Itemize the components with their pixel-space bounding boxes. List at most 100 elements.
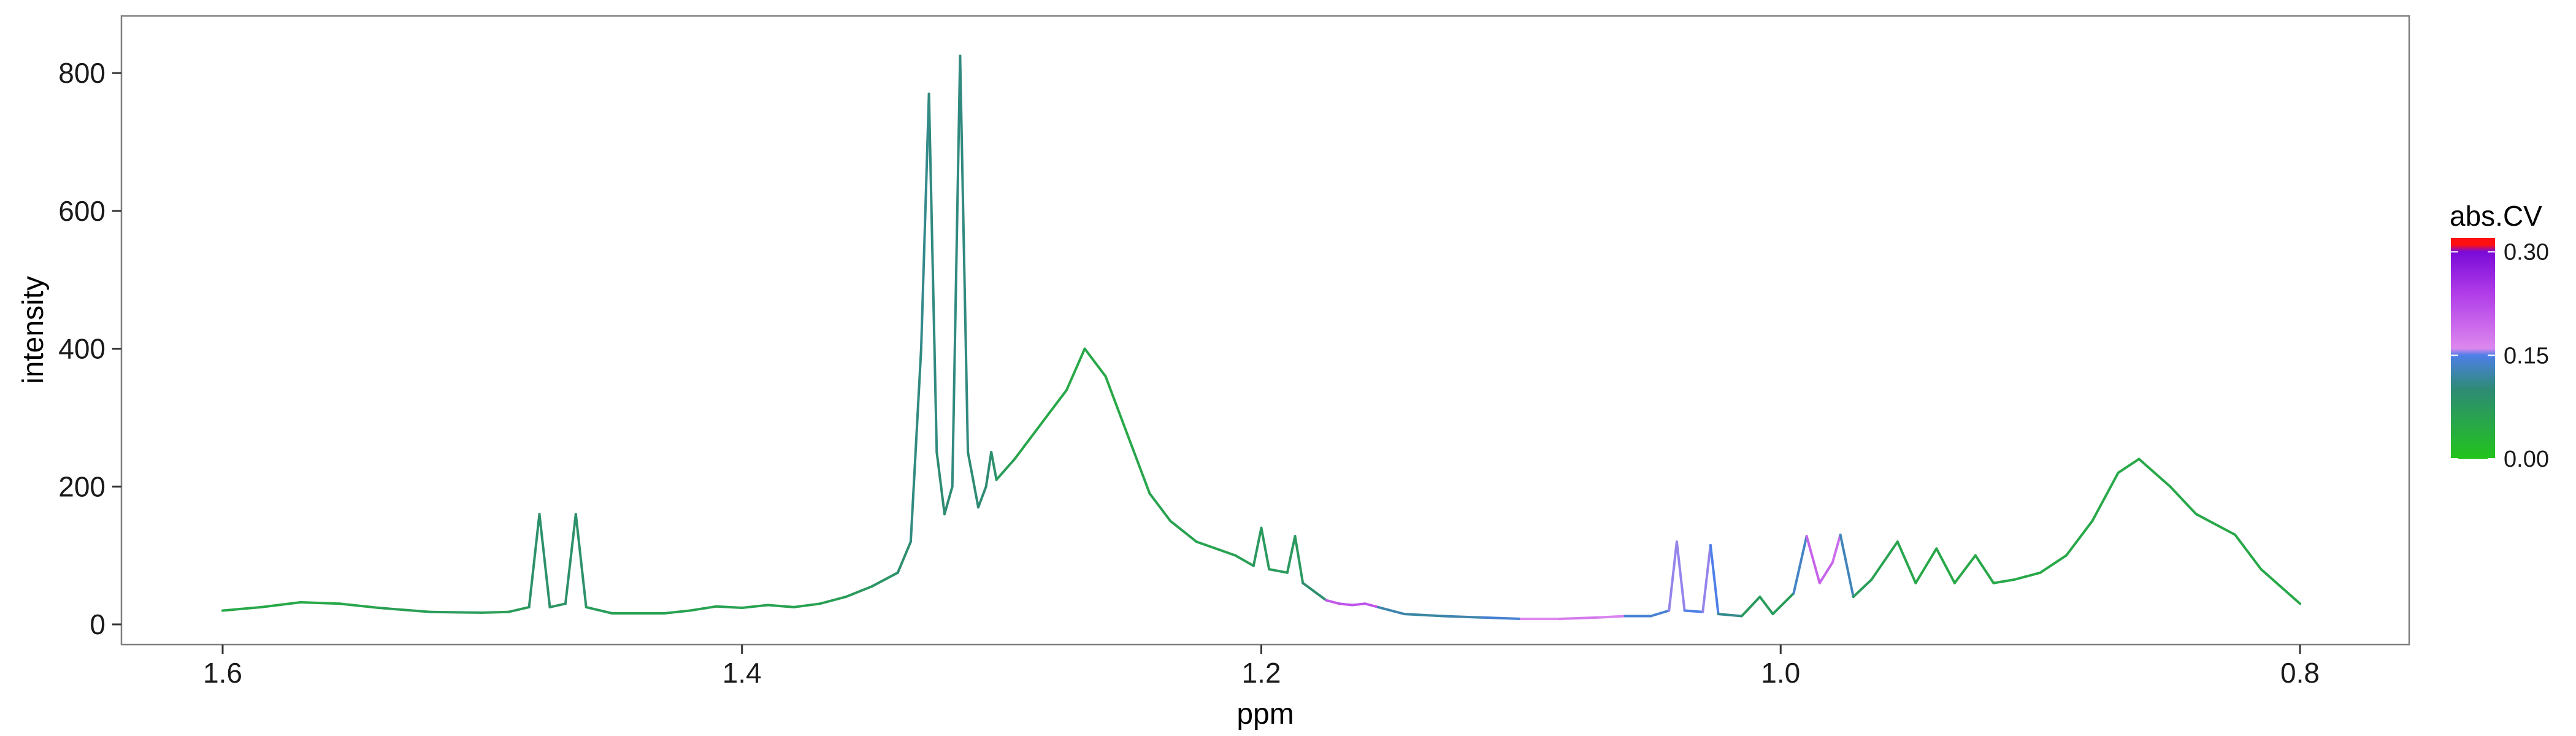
spectrum-segment [1260,526,1271,571]
spectrum-segment [740,604,770,609]
y-tick-label: 0 [90,608,105,640]
spectrum-segment [896,540,912,574]
colorbar-legend: abs.CV 0.00 0.15 0.30 [2450,200,2549,472]
spectrum-segment [1148,492,1172,523]
y-tick-label: 800 [58,57,105,89]
spectrum-segment [1294,535,1305,585]
spectrum-segment [1740,596,1761,618]
spectrum-segment [1935,547,1956,585]
spectrum-segment [1717,613,1743,618]
spectrum-segment [377,607,432,613]
spectrum-segment [1039,389,1068,426]
x-tick-label: 1.2 [1242,657,1281,689]
spectrum-segment [1268,568,1289,574]
spectrum-segment [1792,535,1808,595]
spectrum-segment [1870,540,1899,581]
spectrum-segment [935,451,946,516]
spectrum-segment [1013,423,1042,461]
spectrum-segment [338,602,380,609]
spectrum-segment [1441,615,1484,619]
x-tick-label: 1.0 [1761,657,1800,689]
x-tick-label: 1.6 [203,657,242,689]
spectrum-segment [1301,581,1328,602]
spectrum-segment [990,451,998,481]
spectrum-segment [1286,535,1297,574]
spectrum-segment [1065,347,1086,391]
spectrum-segment [927,92,938,454]
colorbar-tick-label: 0.00 [2504,447,2549,472]
spectrum-segment [1377,605,1406,616]
spectrum-segment [1649,609,1671,618]
colorbar [2451,238,2495,459]
y-tick-label: 600 [58,195,105,227]
spectrum-segment [967,451,979,508]
spectrum-segment [1839,533,1855,599]
spectrum-segment [1130,443,1151,495]
spectrum-segment [1709,543,1720,616]
spectrum-segment [564,513,577,605]
spectrum-segment [1974,554,1995,585]
spectrum-segment [1992,578,2016,585]
spectrum-segment [585,605,614,615]
spectrum-segment [574,513,588,608]
spectrum-segment [984,451,993,488]
spectrum-segment [527,513,541,608]
colorbar-tick-label: 0.30 [2504,240,2549,266]
spectrum-segment [1325,599,1341,605]
spectrum-segment [2260,568,2301,605]
spectrum-segment [1481,616,1522,620]
spectrum-segment [767,604,795,608]
spectrum-segment [1338,602,1354,607]
spectrum-segment [1083,347,1107,378]
spectrum-segment [1252,526,1263,567]
spectrum-segment [943,485,954,516]
spectrum-segment [1351,602,1367,607]
spectrum-segment [2065,519,2094,557]
spectrum-segment [2234,533,2263,571]
spectrum-segment [662,609,692,615]
spectrum-segment [1668,540,1678,612]
spectrum-segment [909,347,922,543]
panel-background [120,15,2410,646]
spectrum-segment [689,605,718,612]
spectrum-segment [299,601,341,605]
spectrum-segment [2091,471,2120,523]
x-tick-label: 0.8 [2280,657,2320,689]
spectrum-segment [2117,458,2141,474]
spectrum-segment [1234,554,1255,567]
spectrum-segment [1403,613,1444,618]
colorbar-ticks: 0.00 0.15 0.30 [2451,240,2549,472]
spectrum-segment [715,605,743,609]
spectrum-segment [919,92,930,350]
spectrum-segment [1896,540,1917,585]
spectrum-segment [2137,458,2172,488]
spectrum-segment [481,610,510,614]
spectrum-segment [818,596,848,605]
spectrum-segment [1675,540,1686,612]
spectrum-segment [1953,554,1977,585]
spectrum-segment [2169,485,2198,516]
spectrum-segment [538,513,551,608]
spectrum-segment [1758,596,1774,616]
spectrum-segment [1169,519,1198,543]
spectrum-segment [1683,609,1704,613]
spectrum-segment [1597,615,1627,619]
spectrum-segment [1104,375,1133,447]
spectrum-segment [221,605,263,612]
colorbar-tick-label: 0.15 [2504,343,2549,369]
spectrum-segment [959,55,970,454]
spectrum-segment [429,610,484,614]
spectrum-segment [1558,616,1600,620]
spectrum-segment [1701,543,1712,613]
spectrum-segment [995,458,1016,481]
spectrum-segment [260,601,302,608]
spectrum-segment [1805,535,1821,585]
spectrum-segment [2013,571,2042,581]
y-tick-label: 400 [58,333,105,365]
y-axis: 0 200 400 600 800 [58,57,121,640]
y-axis-title: intensity [17,276,50,384]
legend-title: abs.CV [2450,200,2542,232]
x-axis-title: ppm [1236,698,1294,730]
spectrum-segment [870,571,899,588]
spectrum-segment [2195,513,2237,536]
